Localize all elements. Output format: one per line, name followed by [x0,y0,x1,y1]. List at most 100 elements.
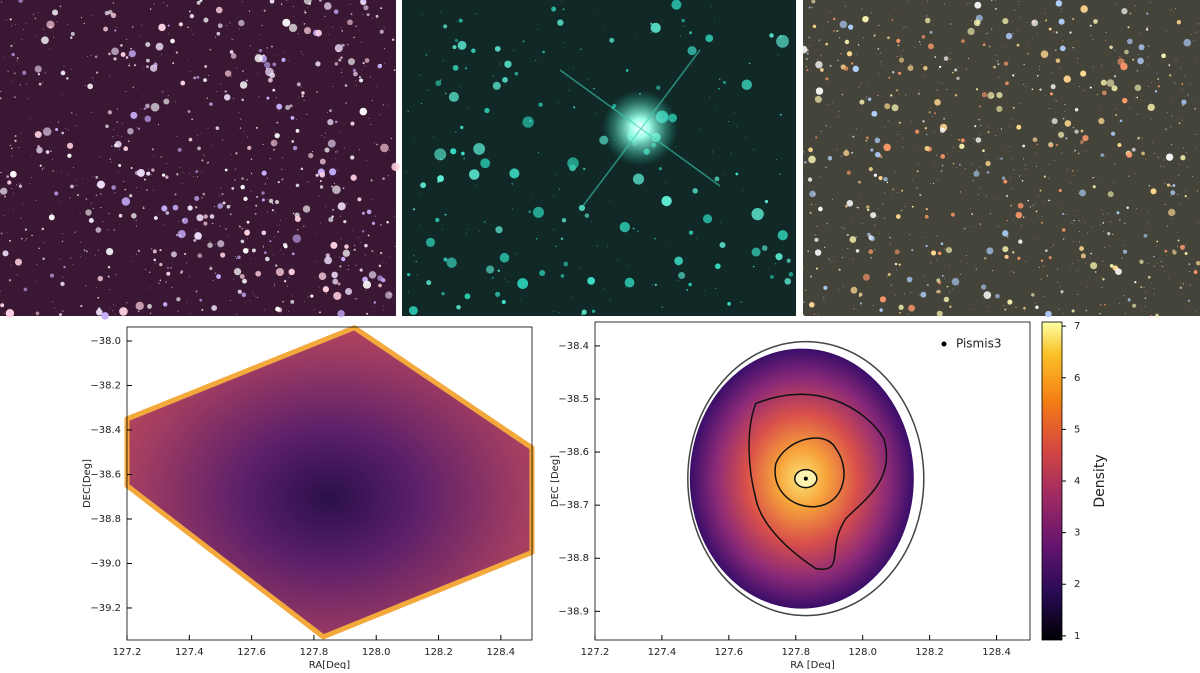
star [895,295,896,296]
star [635,36,636,37]
star [683,26,684,27]
star [1072,223,1073,224]
star [261,191,264,194]
star [1105,40,1106,41]
star [292,253,295,256]
star [555,246,556,247]
star [1057,269,1058,270]
star [1077,58,1078,59]
star [1185,190,1186,191]
star [1052,125,1053,126]
star [320,172,326,178]
star [193,76,196,79]
star [243,248,249,254]
star [1115,164,1116,165]
star [1115,114,1117,116]
star [225,90,227,92]
star [1153,256,1155,258]
star [1024,310,1025,311]
star [179,167,180,168]
star [42,257,45,260]
star [912,206,914,208]
star [877,216,878,217]
star [921,64,922,65]
star [925,18,930,23]
star [7,180,11,184]
star [458,41,467,50]
star [1060,286,1061,287]
star [714,18,715,19]
star [452,150,455,153]
star [146,59,150,63]
star [1015,73,1016,74]
star [301,168,303,170]
star [250,259,251,260]
star [171,251,177,257]
star [81,17,82,18]
star [96,72,98,74]
star [1093,67,1094,68]
star [227,228,228,229]
star [1104,304,1106,306]
star [1064,75,1071,82]
star [230,300,231,301]
star [262,144,263,145]
star [273,254,274,255]
star [498,270,500,272]
colorbar-tick-label: 4 [1074,476,1080,487]
star [808,156,816,164]
x-tick-label: 128.2 [915,647,944,658]
y-tick-label: −38.8 [90,514,121,525]
star [495,226,502,233]
star [504,61,511,68]
star [703,214,712,223]
star [281,169,282,170]
star [304,10,305,11]
star [866,97,867,98]
star [500,64,501,65]
star [117,121,118,122]
star [1012,74,1014,76]
star [38,248,39,249]
star [1019,17,1020,18]
star [67,24,68,25]
star [956,77,959,80]
star [143,96,144,97]
star [1170,10,1171,11]
star [255,213,257,215]
star [1115,50,1116,51]
star [1009,126,1010,127]
star [361,242,362,243]
star [276,97,277,98]
star [108,10,112,14]
star [1179,204,1180,205]
star [558,102,559,103]
star [285,105,290,110]
star [414,140,415,141]
star [1045,19,1047,21]
star [956,167,957,168]
star [1194,108,1195,109]
star [1044,175,1046,177]
star [319,287,320,288]
star [911,121,912,122]
y-tick-label: −38.4 [90,425,121,436]
star [1069,31,1071,33]
star [1165,204,1166,205]
star [1054,160,1055,161]
star [1062,213,1064,215]
star [1065,137,1067,139]
star [60,259,61,260]
star [11,81,12,82]
star [995,55,996,56]
star [456,305,461,310]
star [369,118,370,119]
star [908,1,909,2]
star [224,94,230,100]
star [146,172,150,176]
star [1188,198,1189,199]
star [691,66,692,67]
star [998,63,1000,65]
star [878,208,879,209]
